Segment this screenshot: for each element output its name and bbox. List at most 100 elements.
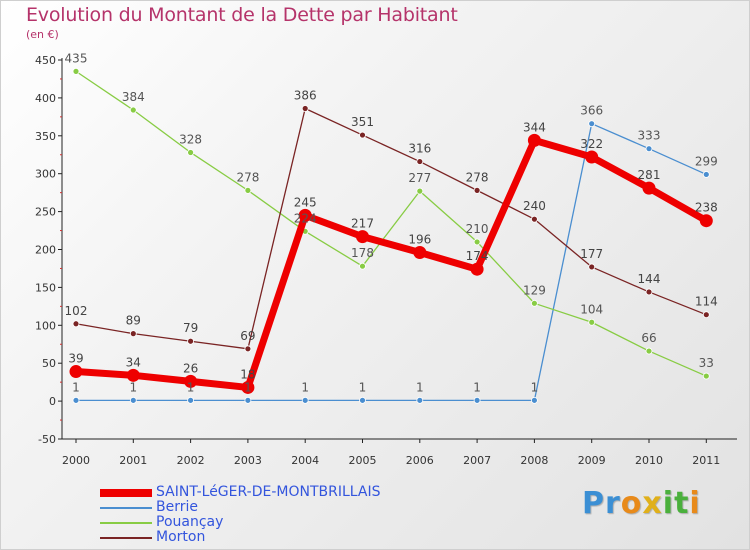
legend-item: Pouançay <box>100 514 440 531</box>
data-label: 224 <box>294 211 317 225</box>
data-label: 1 <box>359 380 367 394</box>
data-point <box>187 149 195 156</box>
series-line <box>75 70 707 377</box>
series-line <box>72 136 710 391</box>
data-point <box>645 347 653 355</box>
logo-letter: r <box>605 486 621 521</box>
logo-letter: P <box>582 486 605 521</box>
data-point <box>244 186 252 194</box>
data-label: 322 <box>580 137 603 151</box>
data-label: 174 <box>466 249 489 263</box>
data-label: 34 <box>126 355 141 369</box>
data-point <box>126 368 140 382</box>
data-label: 328 <box>179 132 202 146</box>
logo-letter: x <box>642 486 663 521</box>
data-label: 1 <box>72 380 80 394</box>
data-point <box>244 396 252 404</box>
data-label: 1 <box>416 380 424 394</box>
data-point <box>298 208 312 222</box>
legend-swatch <box>100 522 152 524</box>
data-label: 281 <box>638 168 661 182</box>
legend-label: Morton <box>156 529 206 545</box>
y-tick-label: 250 <box>35 206 56 219</box>
data-point <box>531 299 538 307</box>
data-label: 196 <box>408 233 431 247</box>
y-tick-label: 400 <box>35 92 56 105</box>
data-label: 245 <box>294 195 317 209</box>
data-point <box>702 171 710 178</box>
line-chart: -50 0 50 100 150 200 250 300 350 400 450 2000 2001 20… <box>35 51 737 467</box>
data-label: 210 <box>466 222 489 236</box>
series-2 <box>72 67 710 380</box>
legend-label: Pouançay <box>156 514 224 530</box>
legend-item: Berrie <box>100 499 440 516</box>
legend-item: Morton <box>100 529 440 546</box>
data-label: 33 <box>699 356 714 370</box>
x-tick-label: 2006 <box>406 454 434 467</box>
data-point <box>359 262 366 270</box>
data-point <box>699 214 713 228</box>
data-label: 1 <box>187 380 195 394</box>
data-label: 217 <box>351 217 374 231</box>
data-point <box>642 181 656 195</box>
logo-letter: i <box>689 486 701 521</box>
data-label: 104 <box>580 302 603 316</box>
data-label: 366 <box>580 104 603 118</box>
data-label: 278 <box>466 170 489 184</box>
data-label: 177 <box>580 247 603 261</box>
data-label: 277 <box>408 171 431 185</box>
legend-label: SAINT-LéGER-DE-MONTBRILLAIS <box>156 484 381 500</box>
series-line <box>75 123 707 401</box>
data-point <box>129 330 137 338</box>
data-point <box>244 345 252 353</box>
data-label: 333 <box>638 129 661 143</box>
data-label: 18 <box>240 367 255 381</box>
chart-legend: SAINT-LéGER-DE-MONTBRILLAIS Berrie Pouança… <box>100 484 440 546</box>
legend-swatch <box>100 489 152 497</box>
data-label: 1 <box>129 380 137 394</box>
x-tick-label: 2000 <box>62 454 90 467</box>
data-label: 89 <box>126 314 141 328</box>
logo-letter: o <box>620 486 643 521</box>
series-1 <box>72 120 710 404</box>
data-label: 316 <box>408 142 431 156</box>
data-point <box>187 396 195 404</box>
data-point <box>187 337 195 345</box>
data-label: 26 <box>183 361 198 375</box>
data-point <box>416 187 424 195</box>
data-label: 1 <box>531 380 539 394</box>
series-3 <box>72 105 710 353</box>
proxiti-logo: Proxiti <box>582 486 701 521</box>
data-point <box>129 396 137 404</box>
data-label: 102 <box>65 304 88 318</box>
data-point <box>588 120 596 128</box>
data-point <box>359 131 366 139</box>
data-point <box>531 396 538 404</box>
x-tick-label: 2005 <box>349 454 377 467</box>
x-tick-label: 2001 <box>119 454 147 467</box>
data-label: 144 <box>638 272 661 286</box>
data-point <box>585 150 599 164</box>
data-point <box>301 105 309 112</box>
x-tick-label: 2011 <box>692 454 720 467</box>
y-tick-label: 450 <box>35 54 56 67</box>
data-point <box>470 262 484 276</box>
data-point <box>184 374 198 388</box>
data-label: 240 <box>523 199 546 213</box>
y-tick-label: 300 <box>35 168 56 181</box>
data-point <box>241 380 255 394</box>
data-point <box>359 396 366 404</box>
y-tick-label: 200 <box>35 244 56 257</box>
data-point <box>527 133 541 147</box>
series-line <box>75 107 707 350</box>
data-point <box>588 263 596 271</box>
data-label: 114 <box>695 295 718 309</box>
data-label: 69 <box>240 329 255 343</box>
logo-letter: t <box>674 486 690 521</box>
data-label: 1 <box>244 380 252 394</box>
chart-unit: (en €) <box>26 28 59 41</box>
x-tick-label: 2002 <box>177 454 205 467</box>
y-tick-label: 100 <box>35 319 56 332</box>
data-label: 278 <box>236 170 259 184</box>
